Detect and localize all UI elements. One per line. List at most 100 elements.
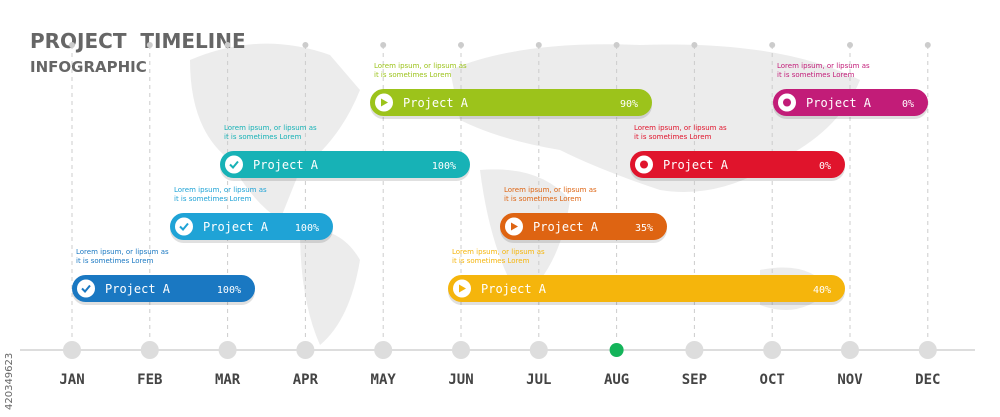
- project-progress: 35%: [635, 223, 653, 234]
- project-bar: Project A 35% Lorem ipsum, or lipsum asit …: [500, 186, 667, 243]
- project-bar: Project A 90% Lorem ipsum, or lipsum asit …: [370, 62, 652, 119]
- project-label: Project A: [481, 282, 547, 296]
- project-progress: 0%: [902, 99, 914, 110]
- bar: [72, 275, 255, 302]
- bar: [448, 275, 845, 302]
- bar: [220, 151, 470, 178]
- play-icon: [459, 284, 466, 293]
- guide-top: [613, 42, 620, 48]
- project-note: it is sometimes Lorem: [634, 133, 712, 141]
- status-icon: [225, 155, 243, 174]
- guide-top: [69, 42, 75, 48]
- project-label: Project A: [533, 220, 599, 234]
- month-dot: [841, 341, 859, 359]
- project-note: Lorem ipsum, or lipsum as: [174, 186, 267, 194]
- guide-top: [691, 42, 698, 48]
- project-note: Lorem ipsum, or lipsum as: [504, 186, 597, 194]
- project-note: it is sometimes Lorem: [174, 195, 252, 203]
- watermark: 420349623: [4, 353, 15, 410]
- status-icon: [175, 217, 193, 236]
- month-label: MAY: [371, 372, 397, 388]
- guide-top: [146, 42, 153, 48]
- stop-icon: [640, 160, 648, 169]
- guide-top: [847, 42, 853, 48]
- project-progress: 100%: [432, 161, 456, 172]
- bar: [370, 89, 652, 116]
- project-note: Lorem ipsum, or lipsum as: [76, 248, 169, 256]
- month-label: JUL: [526, 372, 551, 388]
- content: JAN FEB MAR APR MAY JUN JUL AUG SEP OCT NOV DEC Proj…: [59, 42, 940, 388]
- month-dot: [918, 341, 937, 359]
- month-label: JAN: [59, 372, 84, 388]
- project-note: it is sometimes Lorem: [76, 257, 154, 265]
- month-label: DEC: [915, 372, 940, 388]
- month-dot: [140, 341, 159, 359]
- month-label: FEB: [137, 372, 162, 388]
- project-note: Lorem ipsum, or lipsum as: [634, 124, 727, 132]
- project-bar: Project A 100% Lorem ipsum, or lipsum asit…: [220, 124, 470, 181]
- month-dot: [218, 341, 237, 359]
- bar: [630, 151, 845, 178]
- project-bar: Project A 100% Lorem ipsum, or lipsum asit…: [72, 248, 255, 305]
- guide-top: [769, 42, 776, 48]
- subtitle: INFOGRAPHIC: [30, 58, 147, 76]
- title: PROJECT TIMELINE: [30, 29, 246, 53]
- play-icon: [511, 222, 518, 231]
- project-progress: 100%: [295, 223, 319, 234]
- guide-top: [380, 42, 387, 48]
- project-progress: 90%: [620, 99, 638, 110]
- project-note: it is sometimes Lorem: [224, 133, 302, 141]
- month-dot: [296, 341, 315, 359]
- project-note: Lorem ipsum, or lipsum as: [374, 62, 467, 70]
- project-note: Lorem ipsum, or lipsum as: [224, 124, 317, 132]
- month-dot: [63, 341, 81, 359]
- month-label: MAR: [215, 372, 241, 388]
- project-label: Project A: [105, 282, 171, 296]
- month-label: JUN: [448, 372, 473, 388]
- project-label: Project A: [806, 96, 872, 110]
- guide-top: [458, 42, 464, 48]
- check-icon: [229, 160, 239, 169]
- month-label: SEP: [682, 372, 707, 388]
- bar: [773, 89, 928, 116]
- play-icon: [381, 98, 388, 107]
- project-progress: 40%: [813, 285, 831, 296]
- month-dot: [609, 343, 624, 357]
- project-bar: Project A 100% Lorem ipsum, or lipsum asit…: [170, 186, 333, 243]
- check-icon: [179, 222, 189, 231]
- project-note: it is sometimes Lorem: [374, 71, 452, 79]
- project-label: Project A: [403, 96, 469, 110]
- project-note: Lorem ipsum, or lipsum as: [777, 62, 870, 70]
- guide-top: [535, 42, 542, 48]
- guide-top: [924, 42, 931, 48]
- month-dot: [452, 341, 470, 359]
- stop-icon: [783, 98, 791, 107]
- project-label: Project A: [253, 158, 319, 172]
- guide-top: [302, 42, 309, 48]
- month-dot: [763, 341, 782, 359]
- project-progress: 100%: [217, 285, 241, 296]
- month-label: AUG: [604, 372, 629, 388]
- month-dot: [685, 341, 704, 359]
- bar: [170, 213, 333, 240]
- guide-top: [224, 42, 231, 48]
- check-icon: [81, 284, 91, 293]
- project-label: Project A: [203, 220, 269, 234]
- project-note: it is sometimes Lorem: [504, 195, 582, 203]
- project-note: it is sometimes Lorem: [452, 257, 530, 265]
- project-note: it is sometimes Lorem: [777, 71, 855, 79]
- month-dot: [374, 341, 393, 359]
- month-dot: [529, 341, 548, 359]
- month-label: NOV: [837, 372, 863, 388]
- month-label: APR: [293, 372, 319, 388]
- bar: [500, 213, 667, 240]
- project-label: Project A: [663, 158, 729, 172]
- month-label: OCT: [760, 372, 785, 388]
- project-note: Lorem ipsum, or lipsum as: [452, 248, 545, 256]
- project-progress: 0%: [819, 161, 831, 172]
- project-bar: Project A 40% Lorem ipsum, or lipsum asit …: [448, 248, 845, 305]
- status-icon: [77, 279, 95, 298]
